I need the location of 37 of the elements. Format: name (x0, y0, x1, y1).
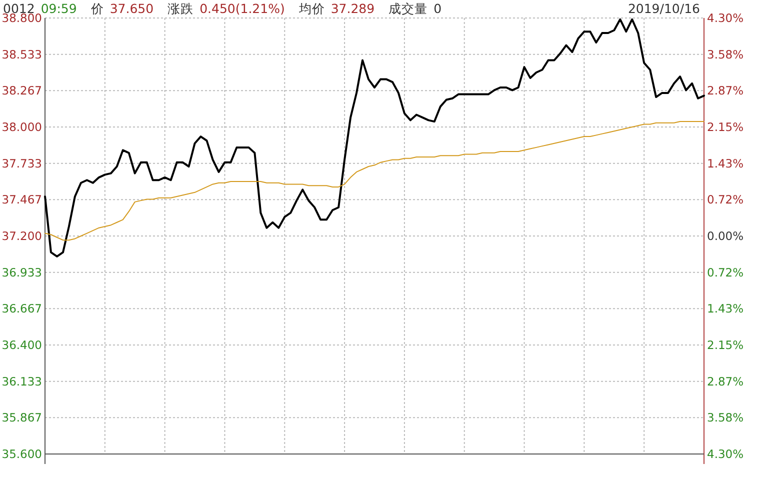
y-tick-label: 36.667 (2, 302, 42, 316)
y-tick-label: 36.933 (2, 265, 42, 280)
y-tick-label: 36.400 (2, 338, 42, 352)
y2-tick-label: 0.00% (707, 229, 744, 243)
text: 均价 (298, 1, 325, 16)
y2-tick-label: 2.87% (707, 84, 744, 98)
y2-tick-label: 2.87% (707, 374, 744, 388)
y-tick-label: 37.733 (2, 156, 42, 170)
y-tick-label: 38.533 (2, 47, 42, 62)
y2-tick-label: 0.72% (707, 266, 744, 280)
text: 成交量 (388, 1, 428, 16)
y2-tick-label: 3.58% (707, 48, 744, 62)
y-tick-label: 35.600 (2, 447, 42, 461)
y-tick-label: 37.467 (2, 192, 42, 207)
line-series (44, 18, 705, 258)
text: 2019/10/16 (628, 1, 700, 16)
text: 0.450(1.21%) (200, 1, 285, 16)
y-tick-label: 38.267 (2, 84, 42, 98)
y-tick-label: 35.867 (2, 410, 42, 425)
text: 37.650 (110, 1, 154, 16)
y2-tick-label: 4.30% (707, 447, 744, 461)
text: 涨跌 (168, 1, 194, 16)
y2-tick-label: 0.72% (707, 192, 744, 206)
y-tick-label: 38.000 (2, 120, 42, 134)
y-tick-label: 37.200 (2, 229, 42, 243)
text: 价 (90, 1, 104, 16)
y-tick-label: 36.133 (2, 374, 42, 388)
y2-tick-label: 4.30% (707, 11, 744, 25)
line-series (44, 121, 704, 241)
y2-tick-label: 1.43% (707, 302, 744, 316)
y2-tick-label: 2.15% (707, 120, 744, 134)
y2-tick-label: 3.58% (707, 410, 744, 424)
y2-tick-label: 1.43% (707, 156, 744, 170)
text: 09:59 (40, 1, 77, 16)
text: 37.289 (330, 1, 375, 16)
text: 0 (434, 1, 442, 16)
y2-tick-label: 2.15% (707, 338, 744, 352)
